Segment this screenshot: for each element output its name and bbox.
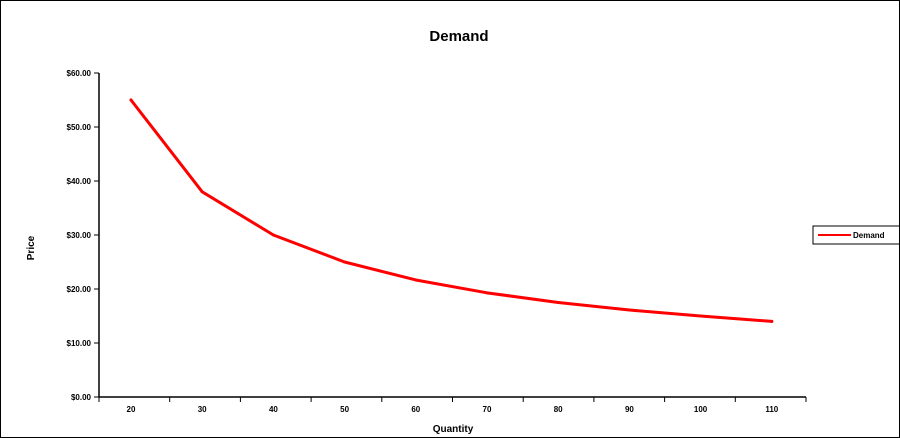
plot-axes bbox=[98, 73, 806, 398]
y-tick-label: $50.00 bbox=[67, 123, 92, 132]
legend-series-label: Demand bbox=[853, 231, 885, 240]
x-tick-label: 110 bbox=[765, 405, 778, 414]
y-tick-label: $20.00 bbox=[67, 285, 92, 294]
demand-data-point bbox=[343, 260, 347, 264]
x-tick-label: 40 bbox=[269, 405, 278, 414]
demand-series-line bbox=[129, 98, 774, 323]
demand-data-point bbox=[414, 278, 418, 282]
x-tick-label: 80 bbox=[554, 405, 563, 414]
demand-data-point bbox=[129, 98, 133, 102]
x-tick-label: 70 bbox=[483, 405, 492, 414]
x-axis-label: Quantity bbox=[433, 424, 474, 435]
demand-data-point bbox=[627, 308, 631, 312]
x-tick-label: 90 bbox=[625, 405, 634, 414]
y-axis-label: Price bbox=[26, 235, 37, 260]
y-tick-label: $10.00 bbox=[67, 339, 92, 348]
x-tick-label: 30 bbox=[198, 405, 207, 414]
demand-data-point bbox=[485, 291, 489, 295]
series-layer bbox=[129, 98, 774, 323]
demand-data-point bbox=[271, 233, 275, 237]
y-tick-label: $30.00 bbox=[67, 231, 92, 240]
legend: Demand bbox=[812, 225, 899, 245]
x-tick-label: 60 bbox=[411, 405, 420, 414]
demand-data-point bbox=[770, 319, 774, 323]
y-axis-ticks: $0.00 $10.00 $20.00 $30.00 $40.00 $50.00 $60.0… bbox=[67, 69, 99, 402]
y-tick-label: $40.00 bbox=[67, 177, 92, 186]
demand-data-point bbox=[200, 190, 204, 194]
x-axis-ticks: 20 30 40 50 60 70 80 90 100 110 bbox=[98, 397, 807, 414]
chart-title: Demand bbox=[429, 28, 488, 45]
demand-data-point bbox=[556, 301, 560, 304]
x-tick-label: 100 bbox=[694, 405, 708, 414]
legend-box bbox=[812, 225, 899, 245]
y-tick-label: $60.00 bbox=[67, 69, 92, 78]
x-tick-label: 50 bbox=[340, 405, 349, 414]
y-tick-label: $0.00 bbox=[71, 393, 92, 402]
demand-data-point bbox=[699, 314, 703, 318]
x-tick-label: 20 bbox=[127, 405, 136, 414]
